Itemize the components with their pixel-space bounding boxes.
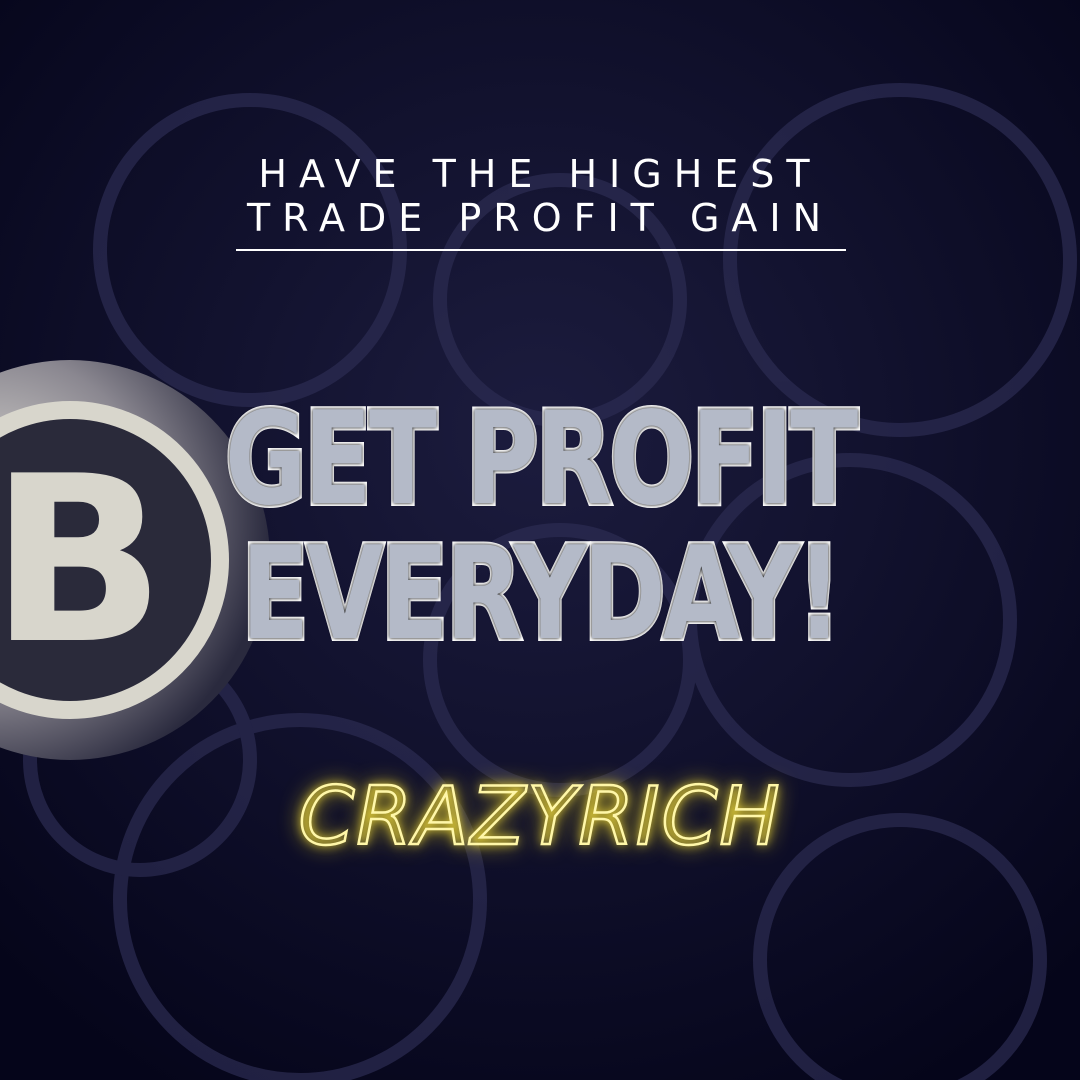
- headline-line1: GET PROFIT: [223, 382, 861, 537]
- headline-line2: EVERYDAY!: [239, 517, 845, 672]
- tagline-line1: HAVE THE HIGHEST: [258, 152, 822, 196]
- svg-text:B: B: [0, 428, 165, 695]
- brand: CRAZYRICH: [297, 769, 782, 865]
- divider: [236, 249, 846, 251]
- tagline-line2: TRADE PROFIT GAIN: [246, 196, 834, 240]
